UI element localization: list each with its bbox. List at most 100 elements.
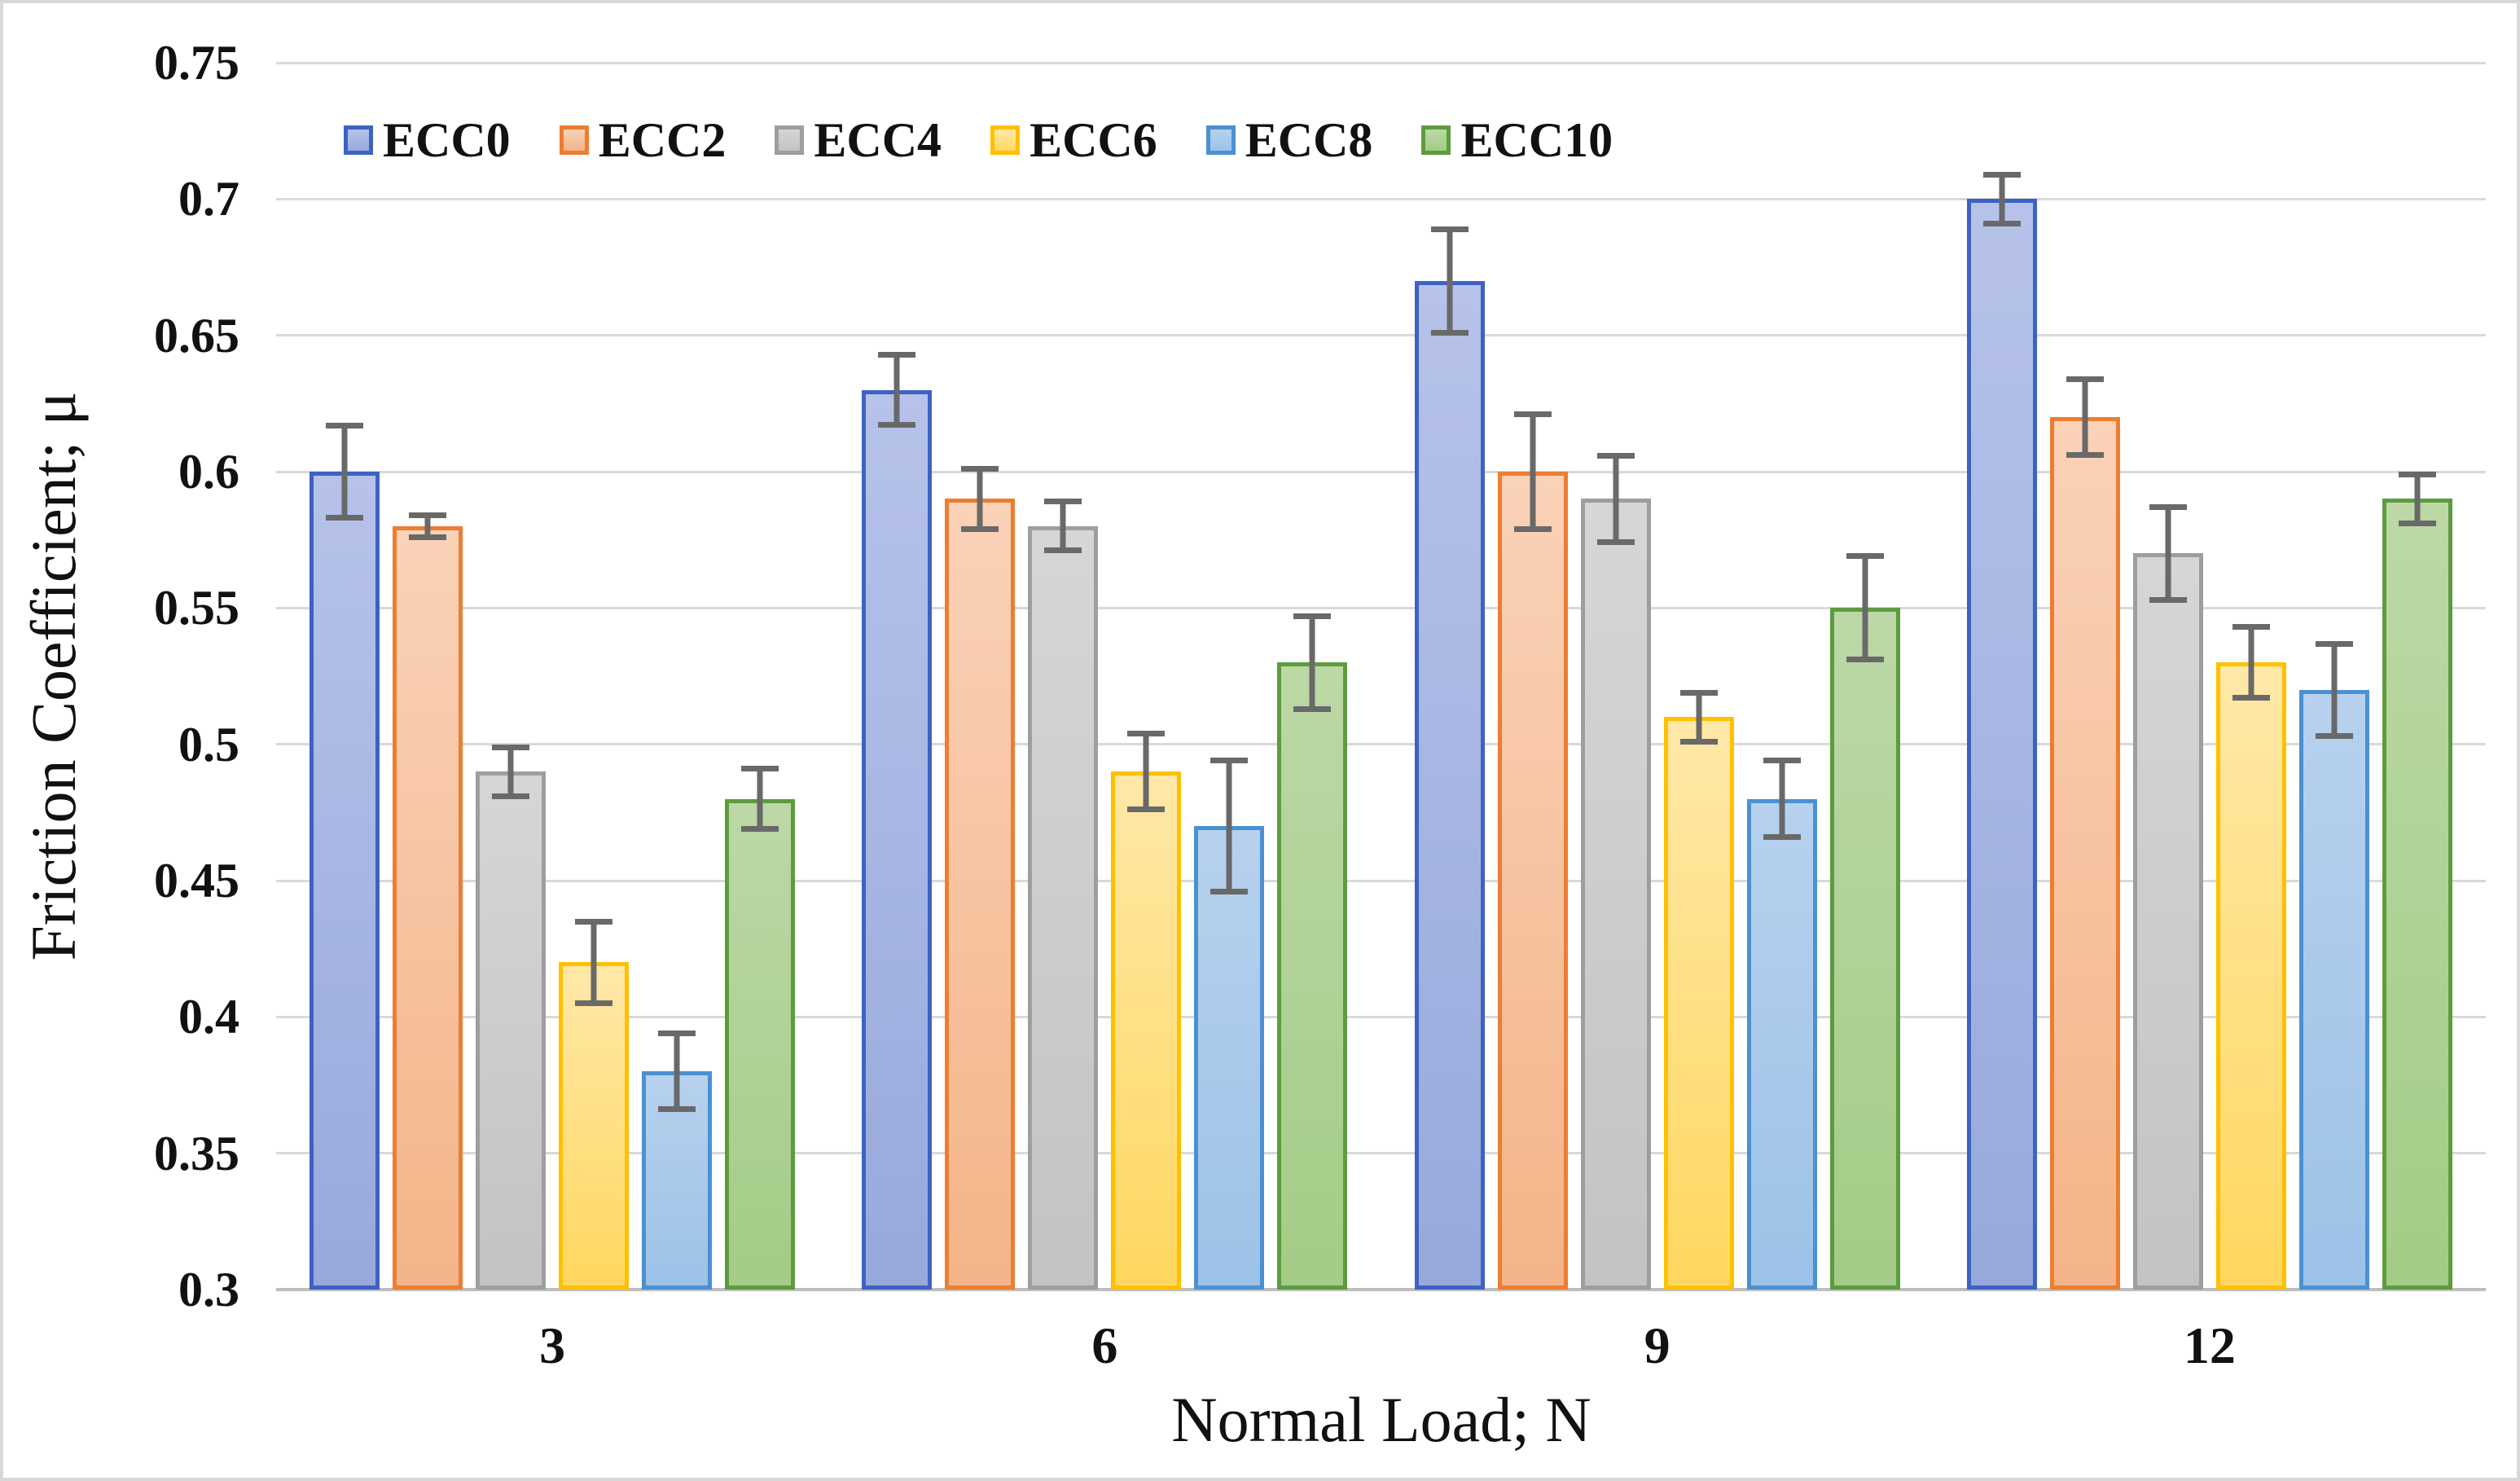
error-bar: [326, 422, 364, 521]
error-bar: [878, 351, 916, 428]
gridline: [276, 334, 2486, 337]
error-bar-cap: [409, 512, 447, 519]
bar-ecc0-6: [862, 389, 933, 1290]
bar-slot: [1414, 63, 1485, 1290]
bar-slot: [2049, 63, 2120, 1290]
error-bar-cap: [2315, 640, 2353, 647]
y-tick-label: 0.3: [178, 1263, 239, 1316]
error-bar-stem: [1143, 730, 1149, 813]
bar-ecc6-12: [2215, 662, 2286, 1290]
bar-slot: [2132, 63, 2203, 1290]
error-bar-cap: [575, 918, 613, 925]
error-bar-cap: [878, 351, 916, 358]
legend-item-ecc10: ECC10: [1421, 116, 1613, 165]
error-bar-cap: [492, 793, 530, 799]
error-bar: [1210, 758, 1249, 894]
error-bar-cap: [1763, 833, 1801, 840]
error-bar-stem: [341, 422, 348, 521]
error-bar-stem: [1999, 171, 2005, 226]
error-bar-cap: [2066, 376, 2104, 382]
bar-slot: [1111, 63, 1182, 1290]
plot-area: [276, 61, 2486, 1291]
error-bar-stem: [1060, 499, 1066, 554]
legend: ECC0 ECC2 ECC4 ECC6 ECC8 ECC10: [344, 116, 1613, 165]
error-bar-cap: [2398, 520, 2436, 526]
error-bar-cap: [575, 1000, 613, 1006]
error-bar-stem: [1779, 758, 1785, 840]
legend-swatch-icon: [990, 125, 1021, 155]
bar-slot: [862, 63, 933, 1290]
x-axis-line: [276, 1288, 2486, 1291]
y-tick-label: 0.5: [178, 717, 239, 771]
bar-ecc6-3: [559, 962, 630, 1290]
error-bar-stem: [507, 744, 514, 799]
error-bar: [492, 744, 530, 799]
error-bar: [1127, 730, 1166, 813]
error-bar-cap: [1293, 705, 1332, 712]
y-tick-label: 0.6: [178, 445, 239, 499]
error-bar: [2232, 624, 2270, 701]
bar-slot: [2215, 63, 2286, 1290]
bar-ecc4-3: [476, 771, 547, 1290]
bar-ecc8-12: [2298, 689, 2369, 1290]
error-bar: [2398, 472, 2436, 526]
error-bar-cap: [2398, 472, 2436, 478]
bar-ecc10-12: [2382, 499, 2452, 1290]
error-bar-cap: [741, 766, 779, 772]
error-bar-stem: [1696, 689, 1702, 745]
bar-ecc2-9: [1497, 472, 1568, 1290]
error-bar-cap: [961, 466, 999, 472]
error-bar: [1846, 553, 1884, 663]
error-bar-cap: [878, 422, 916, 428]
bar-ecc0-3: [310, 472, 380, 1290]
y-tick-label: 0.65: [154, 308, 239, 363]
bar-slot: [1497, 63, 1568, 1290]
error-bar: [575, 918, 613, 1006]
error-bar-stem: [2082, 376, 2088, 459]
legend-item-ecc4: ECC4: [775, 116, 942, 165]
legend-item-ecc8: ECC8: [1205, 113, 1373, 167]
gridline: [276, 743, 2486, 746]
error-bar: [2066, 376, 2104, 459]
error-bar-stem: [1862, 553, 1868, 663]
bar-slot: [642, 63, 713, 1290]
bar-slot: [2298, 63, 2369, 1290]
error-bar: [961, 466, 999, 532]
bar-ecc2-3: [393, 525, 463, 1290]
x-category-label: 9: [1644, 1316, 1670, 1374]
bar-slot: [1580, 63, 1651, 1290]
legend-swatch-icon: [775, 125, 805, 155]
legend-label: ECC6: [1030, 113, 1157, 167]
error-bar-stem: [977, 466, 983, 532]
error-bar-stem: [757, 766, 763, 832]
bar-ecc10-3: [725, 798, 796, 1290]
bar-ecc6-6: [1111, 771, 1182, 1290]
error-bar-cap: [1763, 758, 1801, 764]
legend-label: ECC8: [1245, 113, 1373, 167]
gridline: [276, 470, 2486, 473]
error-bar-cap: [1846, 657, 1884, 663]
y-tick-label: 0.35: [154, 1126, 239, 1180]
error-bar: [2315, 640, 2353, 739]
error-bar-cap: [961, 525, 999, 532]
error-bar-cap: [492, 744, 530, 750]
x-category-label: 12: [2183, 1316, 2236, 1374]
bar-slot: [945, 63, 1016, 1290]
y-tick-label: 0.4: [178, 990, 239, 1044]
bar-slot: [1746, 63, 1817, 1290]
error-bar-cap: [1127, 806, 1166, 813]
y-tick-label: 0.55: [154, 581, 239, 635]
y-tick-label: 0.75: [154, 36, 239, 90]
error-bar: [658, 1031, 696, 1113]
error-bar-stem: [2331, 640, 2338, 739]
legend-item-ecc2: ECC2: [559, 116, 726, 165]
error-bar-cap: [1513, 411, 1552, 418]
error-bar: [409, 512, 447, 540]
bar-slot: [393, 63, 463, 1290]
error-bar-cap: [1210, 888, 1249, 894]
error-bar-cap: [1210, 758, 1249, 764]
legend-item-ecc6: ECC6: [990, 116, 1157, 165]
error-bar-cap: [1679, 689, 1718, 696]
error-bar-cap: [1430, 329, 1469, 336]
